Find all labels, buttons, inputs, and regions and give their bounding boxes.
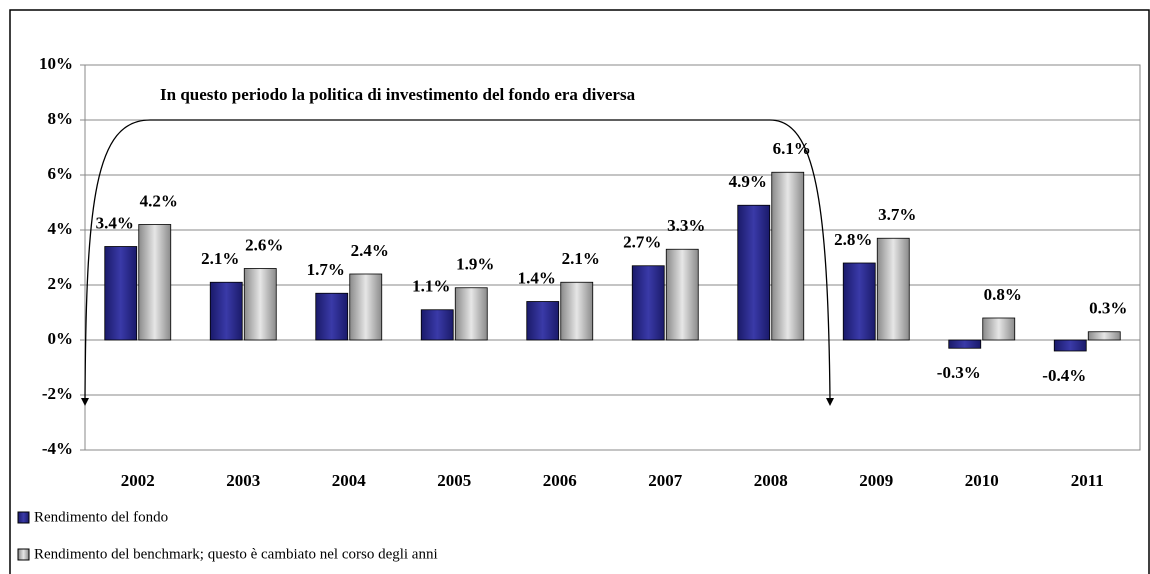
bar	[665, 248, 699, 341]
bar	[631, 265, 665, 341]
data-label: 0.8%	[984, 285, 1022, 304]
data-label: 1.7%	[307, 260, 345, 279]
x-tick-label: 2002	[121, 471, 155, 490]
y-tick-label: 10%	[39, 54, 73, 73]
x-tick-label: 2009	[859, 471, 893, 490]
bar	[209, 281, 243, 341]
y-tick-label: -4%	[42, 439, 73, 458]
data-label: -0.4%	[1042, 366, 1086, 385]
x-tick-label: 2011	[1071, 471, 1104, 490]
y-tick-label: 8%	[48, 109, 74, 128]
bar	[560, 281, 594, 341]
bar	[138, 224, 172, 341]
bracket-arrows	[81, 398, 834, 406]
bar	[842, 262, 876, 341]
data-label: -0.3%	[937, 363, 981, 382]
legend-label: Rendimento del fondo	[34, 509, 168, 525]
bar	[771, 171, 805, 341]
bar	[948, 339, 982, 349]
data-label: 6.1%	[773, 139, 811, 158]
bar	[737, 204, 771, 341]
y-tick-label: 4%	[48, 219, 74, 238]
data-label: 1.4%	[518, 268, 556, 287]
data-label: 2.1%	[562, 249, 600, 268]
bar	[420, 309, 454, 341]
frame	[9, 9, 1150, 574]
x-tick-label: 2008	[754, 471, 788, 490]
bar	[349, 273, 383, 341]
legend-swatch	[17, 511, 30, 524]
data-label: 2.6%	[245, 235, 283, 254]
data-label: 2.7%	[623, 233, 661, 252]
y-tick-label: 0%	[48, 329, 74, 348]
legend-swatch	[17, 548, 30, 561]
period-bracket	[84, 119, 831, 401]
data-label: 2.4%	[351, 241, 389, 260]
y-tick-label: 2%	[48, 274, 74, 293]
data-label: 2.1%	[201, 249, 239, 268]
x-tick-label: 2004	[332, 471, 367, 490]
annotation: In questo periodo la politica di investi…	[160, 85, 636, 104]
bar	[243, 268, 277, 341]
data-label: 3.3%	[667, 216, 705, 235]
data-label: 1.9%	[456, 255, 494, 274]
bar	[104, 246, 138, 341]
data-label: 4.2%	[140, 191, 178, 210]
x-tick-label: 2010	[965, 471, 999, 490]
data-label: 1.1%	[412, 277, 450, 296]
legend-label: Rendimento del benchmark; questo è cambi…	[34, 546, 438, 562]
x-tick-label: 2005	[437, 471, 471, 490]
bar	[454, 287, 488, 341]
bar	[982, 317, 1016, 341]
bar	[526, 301, 560, 341]
data-label: 2.8%	[834, 230, 872, 249]
plot-area	[84, 64, 1141, 451]
data-label: 3.4%	[96, 213, 134, 232]
x-tick-label: 2006	[543, 471, 577, 490]
x-tick-label: 2007	[648, 471, 683, 490]
data-label: 3.7%	[878, 205, 916, 224]
data-label: 0.3%	[1089, 299, 1127, 318]
bar	[1087, 331, 1121, 341]
bar	[1053, 339, 1087, 352]
y-tick-label: -2%	[42, 384, 73, 403]
bar	[315, 292, 349, 341]
bar	[876, 237, 910, 341]
x-tick-label: 2003	[226, 471, 260, 490]
data-label: 4.9%	[729, 172, 767, 191]
y-tick-label: 6%	[48, 164, 74, 183]
